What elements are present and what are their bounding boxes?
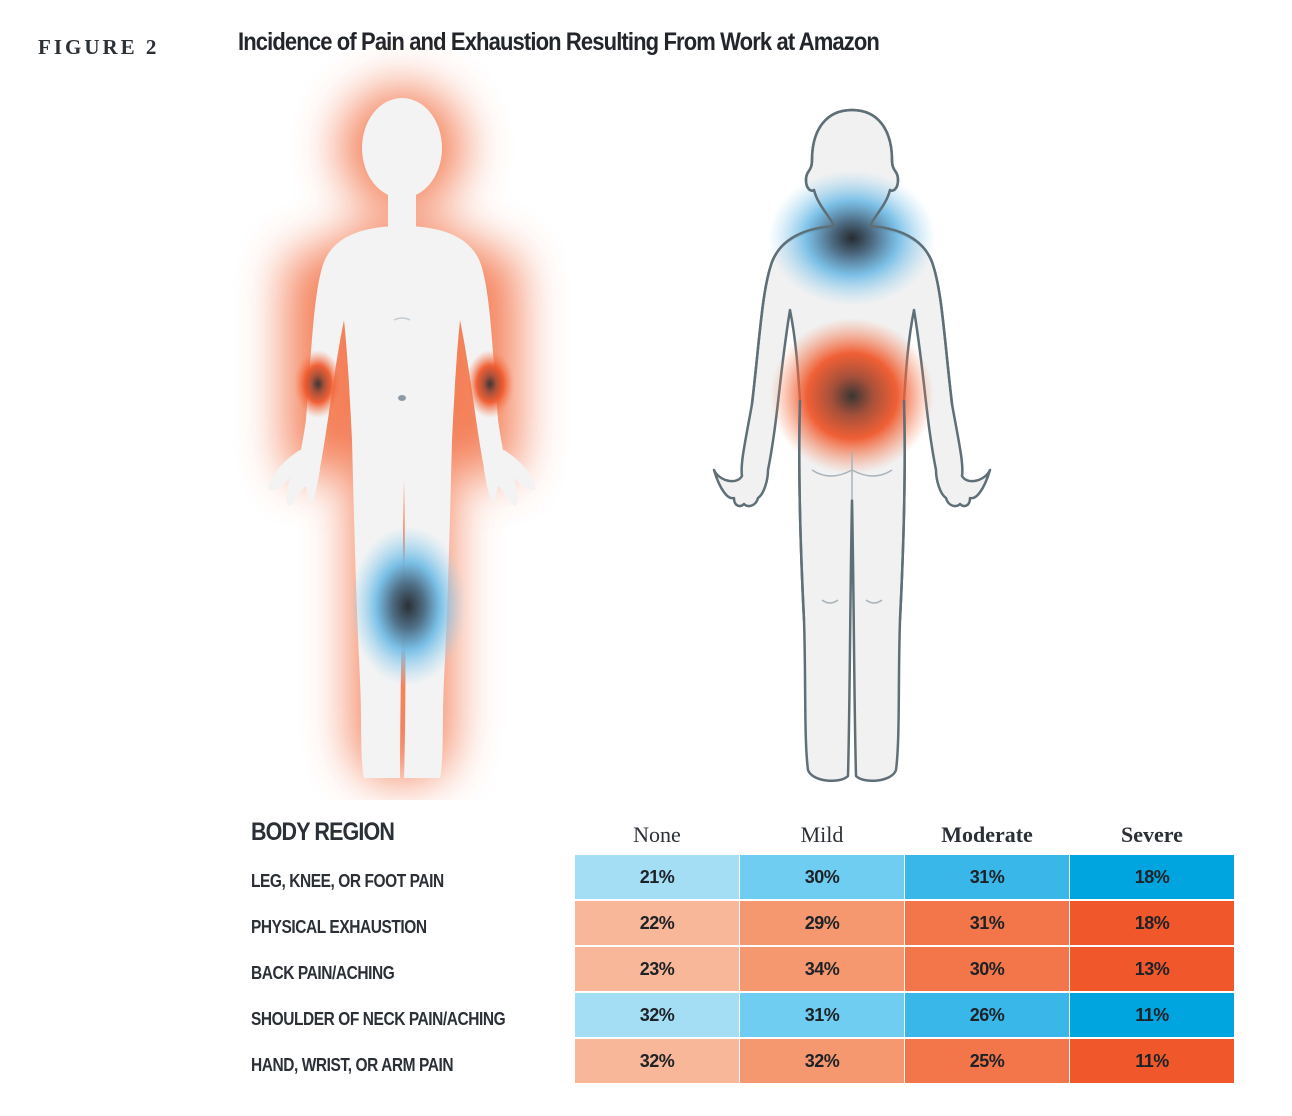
cell-exhaustion-mild: 29%: [740, 901, 904, 945]
body-region-header: BODY REGION: [251, 818, 395, 846]
cell-leg-none: 21%: [575, 855, 739, 899]
cell-leg-mild: 30%: [740, 855, 904, 899]
cell-shoulder-mild: 31%: [740, 993, 904, 1037]
column-header-moderate: Moderate: [941, 822, 1033, 847]
figure-label: FIGURE 2: [38, 35, 160, 59]
cell-exhaustion-severe: 18%: [1070, 901, 1234, 945]
cell-hand-mild: 32%: [740, 1039, 904, 1083]
cell-hand-moderate: 25%: [905, 1039, 1069, 1083]
column-header-severe: Severe: [1121, 822, 1183, 847]
row-label-shoulder-neck: SHOULDER OF NECK PAIN/ACHING: [251, 1009, 506, 1029]
cell-leg-moderate: 31%: [905, 855, 1069, 899]
back-body-figure: [712, 108, 992, 783]
cell-back-mild: 34%: [740, 947, 904, 991]
cell-shoulder-severe: 11%: [1070, 993, 1234, 1037]
cell-leg-severe: 18%: [1070, 855, 1234, 899]
figure-title: Incidence of Pain and Exhaustion Resulti…: [238, 28, 880, 56]
column-header-mild: Mild: [800, 822, 844, 847]
cell-exhaustion-moderate: 31%: [905, 901, 1069, 945]
cell-hand-none: 32%: [575, 1039, 739, 1083]
cell-shoulder-none: 32%: [575, 993, 739, 1037]
front-body-figure: [268, 86, 536, 780]
cell-back-none: 23%: [575, 947, 739, 991]
row-label-hand-wrist-arm: HAND, WRIST, OR ARM PAIN: [251, 1055, 454, 1075]
column-header-none: None: [633, 822, 681, 847]
cell-back-moderate: 30%: [905, 947, 1069, 991]
body-illustrations: [268, 86, 992, 783]
row-label-back-pain: BACK PAIN/ACHING: [251, 963, 395, 983]
row-label-physical-exhaustion: PHYSICAL EXHAUSTION: [251, 917, 427, 937]
cell-hand-severe: 11%: [1070, 1039, 1234, 1083]
row-label-leg-knee-foot: LEG, KNEE, OR FOOT PAIN: [251, 871, 444, 891]
cell-exhaustion-none: 22%: [575, 901, 739, 945]
cell-back-severe: 13%: [1070, 947, 1234, 991]
cell-shoulder-moderate: 26%: [905, 993, 1069, 1037]
